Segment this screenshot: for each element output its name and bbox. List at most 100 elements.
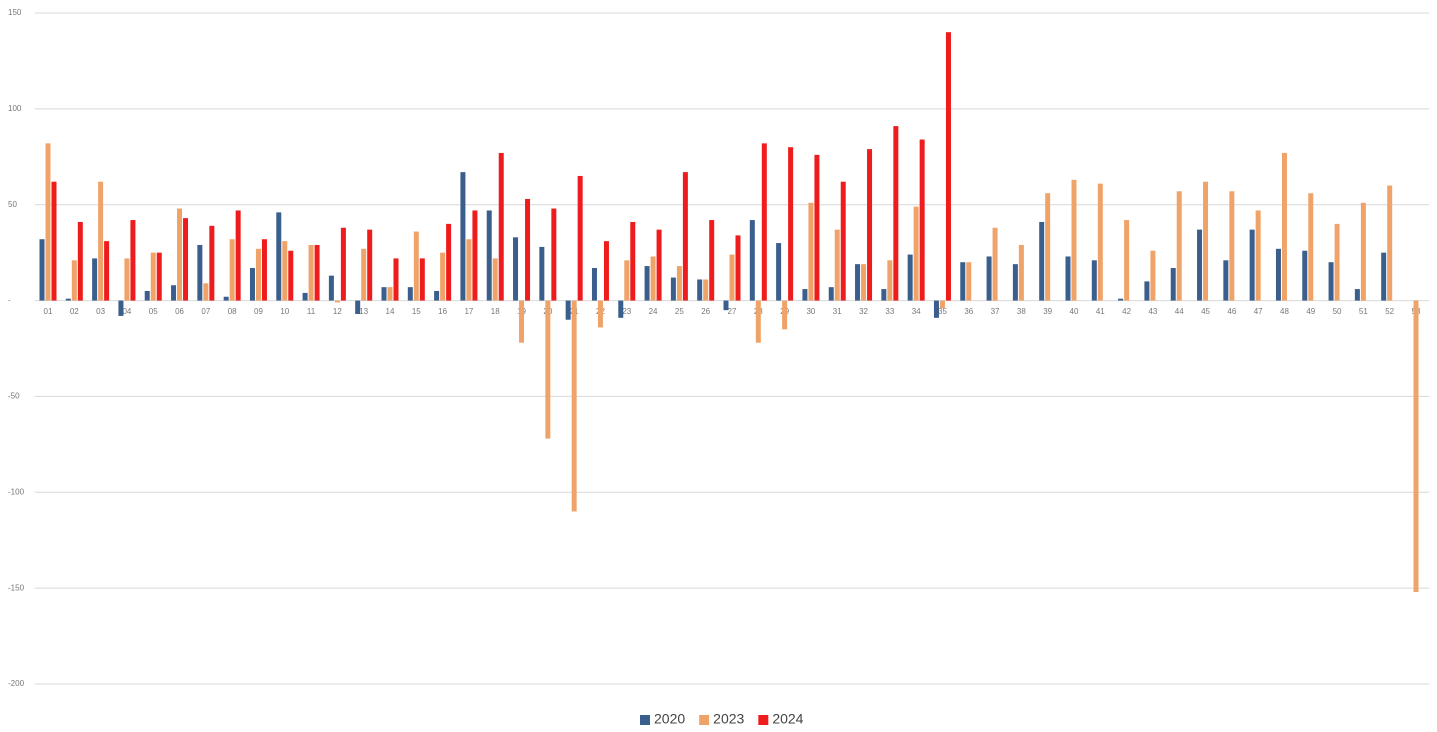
legend-swatch <box>699 715 710 725</box>
bar <box>387 287 393 301</box>
bar <box>776 243 782 301</box>
x-tick-label: 48 <box>1280 307 1289 316</box>
bar <box>1302 250 1308 301</box>
bar <box>1071 179 1077 301</box>
x-tick-label: 31 <box>833 307 842 316</box>
y-tick-label: 50 <box>8 200 17 209</box>
x-tick-label: 09 <box>254 307 263 316</box>
bar <box>171 285 177 301</box>
x-tick-label: 39 <box>1043 307 1052 316</box>
bar <box>1065 256 1071 301</box>
bar <box>235 210 241 301</box>
x-tick-label: 32 <box>859 307 868 316</box>
bar <box>276 212 282 301</box>
x-tick-label: 33 <box>885 307 894 316</box>
x-tick-label: 47 <box>1254 307 1263 316</box>
bar <box>1249 229 1255 301</box>
bar <box>367 229 373 301</box>
legend-swatch <box>758 715 769 725</box>
bar <box>355 300 361 314</box>
x-tick-label: 08 <box>228 307 237 316</box>
bar <box>1308 193 1314 301</box>
bar <box>1018 244 1024 301</box>
x-tick-label: 46 <box>1227 307 1236 316</box>
bar <box>682 172 688 301</box>
bar <box>419 258 425 301</box>
bar <box>565 300 571 320</box>
bar <box>782 300 788 330</box>
bar <box>1328 262 1334 301</box>
bar <box>407 287 413 301</box>
bar <box>855 264 861 301</box>
bar <box>670 277 676 301</box>
bar <box>802 289 808 301</box>
bar <box>118 300 124 316</box>
x-tick-label: 06 <box>175 307 184 316</box>
bar <box>676 266 682 301</box>
x-tick-label: 38 <box>1017 307 1026 316</box>
x-tick-label: 01 <box>44 307 53 316</box>
bar <box>539 246 545 301</box>
bar <box>992 227 998 301</box>
bar <box>486 210 492 301</box>
bar <box>45 143 51 301</box>
bar <box>1176 191 1182 301</box>
bar <box>39 239 45 301</box>
x-tick-label: 05 <box>149 307 158 316</box>
bar <box>197 244 203 301</box>
x-tick-label: 23 <box>622 307 631 316</box>
x-tick-label: 41 <box>1096 307 1105 316</box>
bar <box>1381 252 1387 301</box>
y-tick-label: -50 <box>8 392 20 401</box>
bar <box>656 229 662 301</box>
bar <box>1223 260 1229 301</box>
bar <box>1124 220 1130 301</box>
x-tick-label: 49 <box>1306 307 1315 316</box>
bar <box>834 229 840 301</box>
bar <box>525 198 531 301</box>
bar <box>735 235 741 301</box>
bar <box>144 290 150 301</box>
bar <box>1039 221 1045 301</box>
bar <box>498 152 504 301</box>
bar <box>71 260 77 301</box>
legend-swatch <box>640 715 650 725</box>
bar <box>393 258 399 301</box>
bar <box>867 149 873 301</box>
x-tick-label: 13 <box>359 307 368 316</box>
bar <box>861 264 867 301</box>
x-tick-label: 17 <box>464 307 473 316</box>
bar <box>761 143 767 301</box>
bar <box>177 208 183 301</box>
bar <box>98 181 104 301</box>
bar <box>1150 250 1156 301</box>
bar <box>828 287 834 301</box>
x-tick-label: 35 <box>938 307 947 316</box>
bar <box>440 252 446 301</box>
bar <box>255 248 261 301</box>
bar <box>1197 229 1203 301</box>
x-tick-label: 45 <box>1201 307 1210 316</box>
bar <box>650 256 656 301</box>
bar <box>1144 281 1150 301</box>
bar <box>939 300 945 309</box>
bar <box>1387 185 1393 301</box>
bar <box>1275 248 1281 301</box>
bar <box>749 220 755 301</box>
bar <box>644 266 650 301</box>
bar <box>513 237 519 301</box>
bar <box>302 292 308 301</box>
y-tick-label: -200 <box>8 679 25 688</box>
x-tick-label: 18 <box>491 307 500 316</box>
bar <box>545 300 551 439</box>
x-tick-label: 10 <box>280 307 289 316</box>
bar <box>1091 260 1097 301</box>
bar <box>519 300 525 343</box>
bar <box>314 244 320 301</box>
y-tick-label: 150 <box>8 8 22 17</box>
bar <box>104 241 110 301</box>
bar <box>624 260 630 301</box>
y-tick-label: -100 <box>8 487 25 496</box>
x-tick-label: 37 <box>991 307 1000 316</box>
x-tick-label: 25 <box>675 307 684 316</box>
